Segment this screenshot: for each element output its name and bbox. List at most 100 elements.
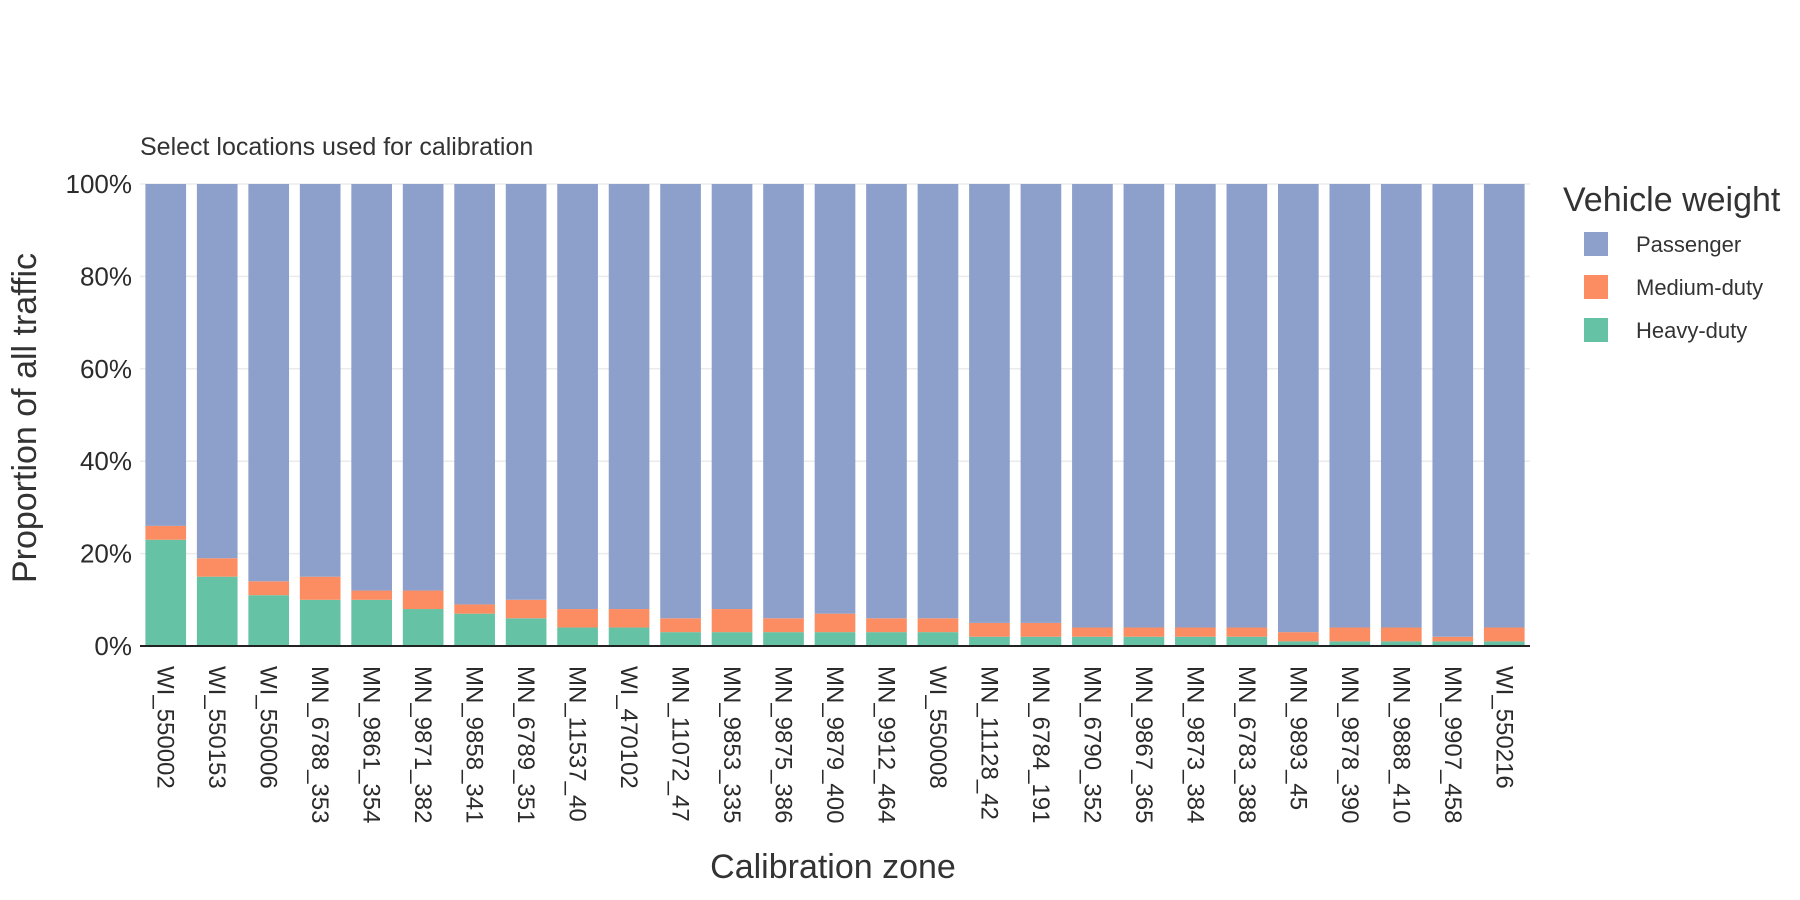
y-tick-label: 40% [80, 446, 132, 476]
bar-medium-duty [557, 609, 598, 628]
bar-medium-duty [763, 618, 804, 633]
bar-heavy-duty [1483, 641, 1525, 646]
bar-passenger [505, 184, 547, 600]
x-axis: WI_550002 WI_550153 WI_550006 MN_6788_353 MN… [140, 645, 1530, 823]
bar-heavy-duty [248, 595, 290, 646]
y-axis: 0% 20% 40% 60% 80% 100% [66, 169, 133, 661]
bar-heavy-duty [917, 632, 959, 646]
x-tick-label: MN_9907_458 [1439, 666, 1466, 823]
legend-label-heavy-duty: Heavy-duty [1636, 318, 1747, 343]
legend-title: Vehicle weight [1563, 181, 1781, 219]
bar-heavy-duty [814, 632, 856, 646]
bar-medium-duty [1277, 632, 1319, 642]
x-tick-label: MN_6788_353 [306, 666, 333, 823]
bar-passenger [1123, 184, 1165, 628]
x-tick-label: MN_9853_335 [718, 666, 745, 823]
bar-medium-duty [299, 576, 341, 600]
bar-passenger [1072, 184, 1113, 628]
x-tick-label: MN_9873_384 [1181, 666, 1208, 823]
bar-heavy-duty [505, 618, 547, 646]
bar-heavy-duty [1380, 641, 1422, 646]
bar-heavy-duty [557, 627, 598, 646]
x-axis-title: Calibration zone [710, 848, 956, 886]
bar-heavy-duty [196, 576, 238, 646]
bar-medium-duty [917, 618, 959, 633]
bar-passenger [660, 184, 701, 619]
x-tick-label: MN_9878_390 [1336, 666, 1363, 823]
x-tick-label: MN_9875_386 [770, 666, 797, 823]
x-tick-label: MN_9861_354 [358, 666, 385, 823]
x-tick-label: WI_550216 [1490, 666, 1517, 789]
bar-heavy-duty [1226, 636, 1268, 646]
bar-heavy-duty [1020, 636, 1062, 646]
y-tick-label: 20% [80, 539, 132, 569]
bar-passenger [196, 184, 238, 559]
bar-passenger [866, 184, 907, 619]
bar-heavy-duty [969, 636, 1010, 646]
bar-passenger [248, 184, 290, 582]
bars [145, 184, 1525, 646]
bar-passenger [763, 184, 804, 619]
bar-passenger [1277, 184, 1319, 633]
bar-medium-duty [1432, 636, 1474, 642]
bar-passenger [711, 184, 753, 610]
x-tick-label: MN_6784_191 [1027, 666, 1054, 823]
bar-medium-duty [196, 558, 238, 577]
bar-passenger [814, 184, 856, 614]
bar-medium-duty [711, 609, 753, 633]
bar-passenger [299, 184, 341, 577]
bar-heavy-duty [711, 632, 753, 646]
y-axis-title: Proportion of all traffic [6, 253, 44, 583]
bar-medium-duty [1483, 627, 1525, 642]
y-tick-label: 80% [80, 261, 132, 291]
x-tick-label: MN_9871_382 [409, 666, 436, 823]
bar-medium-duty [145, 525, 187, 540]
bar-heavy-duty [351, 599, 393, 646]
bar-heavy-duty [454, 613, 495, 646]
chart-subtitle: Select locations used for calibration [140, 133, 533, 161]
bar-heavy-duty [1277, 641, 1319, 646]
bar-passenger [917, 184, 959, 619]
bar-medium-duty [660, 618, 701, 633]
x-tick-label: MN_9867_365 [1130, 666, 1157, 823]
x-tick-label: WI_470102 [615, 666, 642, 789]
bar-passenger [1020, 184, 1062, 623]
bar-medium-duty [402, 590, 444, 610]
bar-medium-duty [454, 604, 495, 614]
bar-passenger [1432, 184, 1474, 637]
bar-medium-duty [969, 622, 1010, 637]
x-tick-label: WI_550153 [203, 666, 230, 789]
bar-heavy-duty [866, 632, 907, 646]
bar-passenger [1380, 184, 1422, 628]
bar-passenger [1329, 184, 1371, 628]
x-tick-label: MN_9879_400 [821, 666, 848, 823]
bar-heavy-duty [145, 539, 187, 646]
x-tick-label: MN_11128_42 [975, 666, 1002, 820]
bar-passenger [402, 184, 444, 591]
x-tick-label: MN_6783_388 [1233, 666, 1260, 823]
x-tick-label: MN_9858_341 [461, 666, 488, 823]
bar-medium-duty [608, 609, 650, 628]
bar-medium-duty [1329, 627, 1371, 642]
bar-medium-duty [1020, 622, 1062, 637]
x-tick-label: MN_11072_47 [667, 666, 694, 822]
bar-heavy-duty [660, 632, 701, 646]
legend-swatch-passenger [1584, 232, 1608, 256]
bar-medium-duty [1072, 627, 1113, 637]
bar-passenger [454, 184, 495, 605]
bar-passenger [1483, 184, 1525, 628]
legend: Vehicle weight Passenger Medium-duty Heavy… [1563, 181, 1781, 343]
bar-passenger [608, 184, 650, 610]
bar-heavy-duty [1329, 641, 1371, 646]
bar-passenger [969, 184, 1010, 623]
bar-medium-duty [1226, 627, 1268, 637]
x-tick-label: MN_9888_410 [1387, 666, 1414, 823]
bar-passenger [557, 184, 598, 610]
bar-heavy-duty [299, 599, 341, 646]
bar-medium-duty [248, 581, 290, 596]
bar-medium-duty [351, 590, 393, 600]
bar-medium-duty [814, 613, 856, 633]
bar-passenger [1226, 184, 1268, 628]
